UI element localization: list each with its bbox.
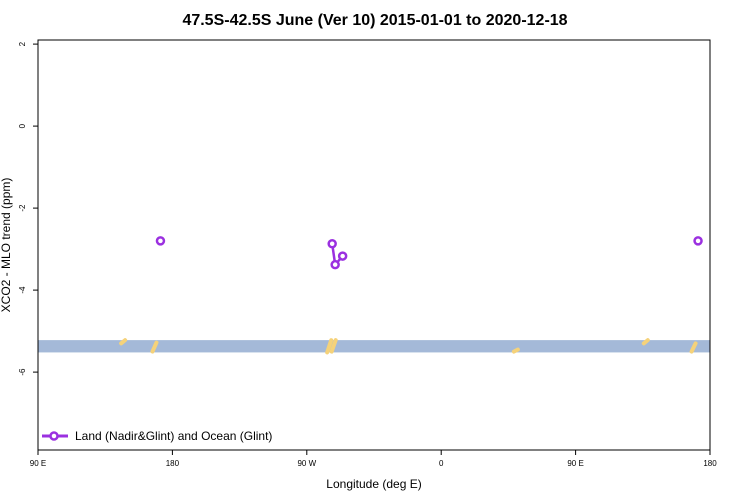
ocean-band	[38, 340, 710, 353]
x-tick-label: 180	[703, 459, 717, 468]
data-point	[327, 239, 337, 249]
data-point	[337, 251, 348, 261]
x-tick-label: 90 E	[30, 459, 46, 468]
land-sliver	[641, 338, 650, 346]
legend-label: Land (Nadir&Glint) and Ocean (Glint)	[75, 429, 272, 443]
x-tick-label: 90 W	[297, 459, 316, 468]
x-tick-label: 90 E	[567, 459, 583, 468]
land-sliver	[150, 340, 159, 354]
x-tick-label: 0	[439, 459, 444, 468]
y-tick-label: 2	[18, 41, 27, 46]
y-tick-label: -4	[18, 286, 27, 294]
series-layer	[155, 236, 703, 270]
x-tick-label: 180	[166, 459, 180, 468]
y-tick-label: 0	[18, 123, 27, 128]
legend-marker	[49, 431, 59, 441]
y-tick-label: -6	[18, 368, 27, 376]
x-axis-label: Longitude (deg E)	[326, 477, 421, 491]
land-sliver	[329, 338, 338, 354]
land-sliver	[119, 338, 128, 346]
data-point	[155, 236, 166, 246]
y-axis-label: XCO2 - MLO trend (ppm)	[0, 178, 13, 313]
y-axis: 2 0 -2 -4 -6	[18, 41, 38, 376]
legend: Land (Nadir&Glint) and Ocean (Glint)	[42, 429, 272, 443]
land-sliver	[689, 341, 698, 354]
land-sliver	[511, 347, 520, 354]
chart-title: 47.5S-42.5S June (Ver 10) 2015-01-01 to …	[182, 12, 567, 29]
x-axis: 90 E 180 90 W 0 90 E 180	[30, 450, 717, 468]
background-map	[38, 338, 710, 355]
y-tick-label: -2	[18, 204, 27, 212]
plot-frame	[37, 39, 711, 451]
data-point	[330, 259, 340, 270]
data-point	[693, 236, 703, 246]
land-sliver	[325, 338, 334, 355]
